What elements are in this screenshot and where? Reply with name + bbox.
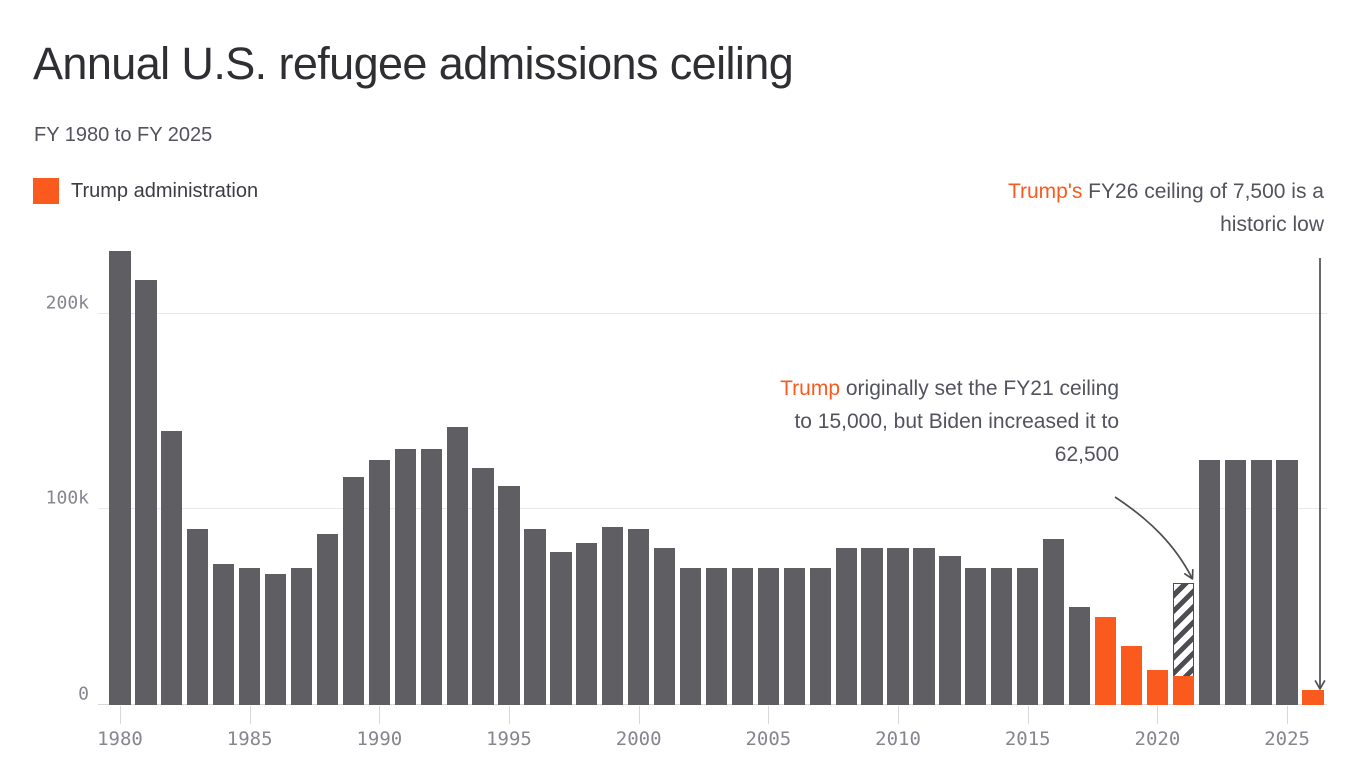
bar-2005[interactable]	[757, 567, 779, 705]
bar-2011[interactable]	[913, 548, 935, 705]
annotation-fy26-text: FY26 ceiling of 7,500 is a historic low	[1082, 180, 1324, 236]
x-axis-label-2005: 2005	[745, 728, 792, 750]
bar-1998[interactable]	[576, 542, 598, 705]
x-axis-label-2010: 2010	[875, 728, 921, 750]
x-axis-tick-1990	[379, 706, 381, 724]
x-axis-tick-1995	[509, 706, 510, 724]
x-axis-label-1980: 1980	[97, 728, 143, 750]
chart-subtitle: FY 1980 to FY 2025	[34, 124, 213, 146]
legend-swatch-trump	[33, 178, 59, 204]
bar-2002[interactable]	[679, 567, 702, 705]
x-axis-label-2015: 2015	[1004, 728, 1051, 750]
x-axis-label-1985: 1985	[226, 728, 273, 750]
gridline-100k	[98, 508, 1327, 510]
bar-2023[interactable]	[1224, 460, 1246, 705]
bar-1981[interactable]	[135, 280, 157, 705]
bar-1988[interactable]	[316, 533, 339, 705]
bar-2022[interactable]	[1198, 460, 1220, 705]
bar-2000[interactable]	[628, 528, 650, 705]
annotation-fy21-highlight: Trump	[780, 377, 841, 400]
bar-2026[interactable]	[1302, 690, 1324, 705]
bar-1996[interactable]	[524, 528, 546, 705]
bar-1984[interactable]	[213, 564, 235, 705]
bar-2024[interactable]	[1250, 460, 1272, 705]
bar-1987[interactable]	[290, 567, 313, 705]
bar-2010[interactable]	[887, 548, 909, 705]
bar-1991[interactable]	[394, 448, 416, 705]
x-axis-tick-2000	[638, 706, 640, 724]
bar-2019[interactable]	[1120, 646, 1143, 705]
x-axis-tick-2005	[768, 706, 770, 724]
y-axis-label-0: 0	[78, 683, 89, 705]
bar-1993[interactable]	[446, 427, 468, 705]
bar-2003[interactable]	[705, 567, 728, 705]
y-axis-label-200k: 200k	[45, 292, 89, 314]
gridline-200k	[98, 312, 1327, 314]
bar-2006[interactable]	[783, 567, 805, 705]
x-axis-label-2025: 2025	[1264, 728, 1310, 750]
chart-legend: Trump administration	[33, 178, 258, 204]
legend-label-trump: Trump administration	[71, 180, 259, 202]
x-axis-tick-2020	[1157, 706, 1159, 724]
bar-2013[interactable]	[965, 567, 987, 705]
bar-2018[interactable]	[1094, 616, 1117, 705]
bar-1986[interactable]	[264, 573, 287, 705]
bar-2001[interactable]	[653, 548, 676, 705]
bar-2004[interactable]	[731, 567, 754, 705]
x-axis-tick-1985	[249, 706, 251, 724]
page-title: Annual U.S. refugee admissions ceiling	[33, 38, 794, 89]
bar-1999[interactable]	[602, 526, 624, 705]
bar-2014[interactable]	[991, 567, 1013, 705]
bar-2015[interactable]	[1017, 567, 1039, 705]
x-axis-label-1995: 1995	[486, 728, 532, 750]
bar-1994[interactable]	[472, 468, 494, 705]
bar-1983[interactable]	[187, 528, 209, 705]
bar-2012[interactable]	[939, 556, 961, 705]
bar-1989[interactable]	[342, 476, 365, 705]
bar-2008[interactable]	[835, 548, 857, 705]
annotation-fy26: Trump's FY26 ceiling of 7,500 is a histo…	[994, 175, 1324, 241]
x-axis-tick-2010	[898, 706, 900, 724]
bar-2025[interactable]	[1276, 460, 1298, 705]
bar-2021[interactable]	[1172, 675, 1194, 705]
y-axis-label-100k: 100k	[45, 487, 89, 509]
x-axis-label-2000: 2000	[615, 728, 662, 750]
bar-1982[interactable]	[161, 430, 183, 705]
bar-1995[interactable]	[498, 485, 520, 705]
annotation-fy21: Trump originally set the FY21 ceiling to…	[779, 372, 1119, 471]
plot-area: 0 100k 200k 1980 1985 1990 1995 2000 2005 2010 201…	[46, 245, 1327, 750]
bar-1992[interactable]	[420, 448, 442, 705]
annotation-fy26-highlight: Trump's	[1007, 180, 1083, 203]
bar-1980[interactable]	[109, 251, 131, 705]
bar-2009[interactable]	[861, 548, 883, 705]
x-axis-label-1990: 1990	[356, 728, 403, 750]
bar-1990[interactable]	[368, 460, 390, 705]
x-axis-label-2020: 2020	[1134, 728, 1181, 750]
bar-2017[interactable]	[1068, 607, 1091, 705]
bar-2020[interactable]	[1146, 669, 1169, 705]
annotation-fy21-text: originally set the FY21 ceiling to 15,00…	[794, 377, 1119, 466]
bar-1997[interactable]	[550, 552, 572, 705]
x-axis-tick-1980	[119, 706, 121, 724]
x-axis-tick-2025	[1287, 706, 1289, 724]
x-axis-tick-2015	[1027, 706, 1029, 724]
bar-2007[interactable]	[809, 567, 831, 705]
bar-1985[interactable]	[239, 567, 261, 705]
bar-2016[interactable]	[1043, 538, 1065, 705]
